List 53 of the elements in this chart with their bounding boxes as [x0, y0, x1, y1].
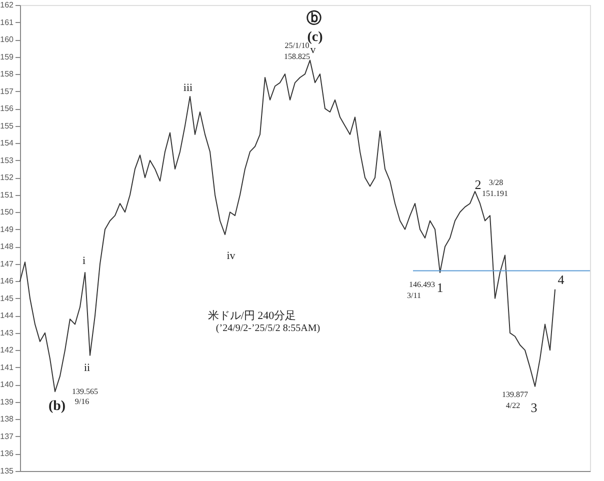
annotation: i [82, 255, 86, 267]
y-tick-label: 143 [0, 328, 14, 338]
annotation: 146.493 [409, 280, 435, 289]
annotation: ⓑ [306, 9, 322, 27]
y-tick-label: 145 [0, 294, 14, 303]
y-tick-label: 153 [0, 156, 14, 165]
annotation: 139.877 [502, 390, 528, 399]
annotation: iv [226, 250, 236, 262]
y-tick-label: 160 [0, 35, 14, 44]
y-tick-label: 135 [0, 466, 14, 476]
annotation: (c) [307, 30, 324, 45]
y-tick-label: 150 [0, 208, 14, 217]
y-tick-label: 146 [0, 276, 14, 286]
annotation: 25/1/10 [284, 41, 310, 50]
annotation: 3 [530, 400, 538, 415]
annotation: 米ドル/円 240分足 [208, 309, 296, 322]
y-tick-label: 154 [0, 138, 14, 148]
y-tick-label: 151 [0, 190, 14, 200]
annotation: (’24/9/2-’25/5/2 8:55AM) [216, 323, 320, 334]
annotation: 151.191 [482, 189, 508, 198]
y-tick-label: 140 [0, 380, 14, 390]
annotation: 9/16 [74, 397, 90, 406]
annotation: 3/28 [488, 178, 504, 187]
y-tick-label: 137 [0, 432, 14, 441]
y-tick-label: 148 [0, 242, 14, 252]
y-tick-label: 155 [0, 121, 14, 130]
y-tick-label: 158 [0, 70, 14, 79]
y-tick-label: 144 [0, 311, 14, 320]
y-tick-label: 136 [0, 449, 14, 458]
y-tick-label: 149 [0, 224, 14, 234]
y-tick-label: 157 [0, 86, 14, 96]
annotation: 4/22 [506, 401, 520, 410]
y-tick-label: 161 [0, 18, 14, 27]
annotation: (b) [48, 399, 66, 414]
y-tick-label: 141 [0, 362, 14, 372]
y-tick-label: 147 [0, 259, 14, 268]
y-tick-label: 159 [0, 52, 14, 62]
y-tick-label: 162 [0, 0, 14, 10]
y-tick-label: 152 [0, 173, 14, 182]
annotation: ii [84, 362, 90, 374]
annotation: 158.825 [284, 52, 310, 61]
annotation: iii [183, 82, 193, 94]
y-tick-label: 138 [0, 414, 14, 424]
y-tick-label: 142 [0, 346, 14, 355]
line-series [20, 60, 556, 392]
y-tick-label: 139 [0, 397, 14, 406]
annotation: 1 [436, 280, 444, 295]
y-tick-label: 156 [0, 104, 14, 114]
annotation: 139.565 [72, 387, 98, 396]
annotation: 2 [474, 177, 482, 192]
annotation: 4 [558, 272, 565, 287]
annotation: 3/11 [407, 291, 421, 300]
annotation: v [310, 44, 316, 56]
